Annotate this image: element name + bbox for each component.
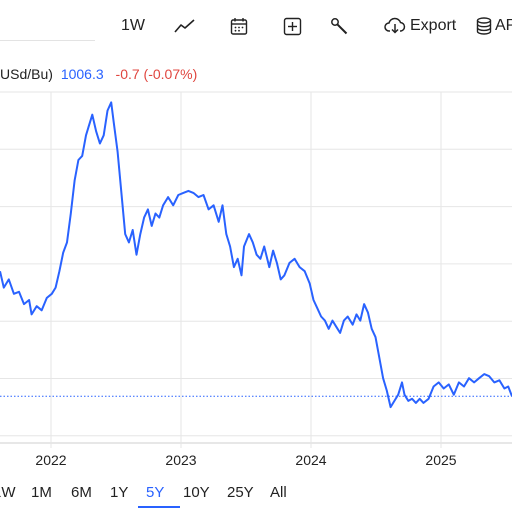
range-selector: 1W 1M 6M 1Y 5Y 10Y 25Y All xyxy=(0,476,512,512)
range-option-25y[interactable]: 25Y xyxy=(227,484,254,501)
range-option-1w[interactable]: 1W xyxy=(0,484,16,501)
series-line xyxy=(0,101,512,409)
interval-label: 1W xyxy=(121,17,145,34)
x-axis: 2022 2023 2024 2025 xyxy=(35,452,456,468)
quote-header: USd/Bu) 1006.3 -0.7 (-0.07%) xyxy=(0,66,197,82)
toolbar: 1W Export xyxy=(0,0,512,52)
export-button[interactable]: Export xyxy=(384,12,456,40)
settings-button[interactable] xyxy=(330,12,349,40)
chart-grid xyxy=(0,91,512,448)
quote-last-price: 1006.3 xyxy=(60,66,104,82)
x-tick-label: 2022 xyxy=(35,452,66,468)
quote-change: -0.7 (-0.07%) xyxy=(115,66,198,82)
quote-unit: USd/Bu) xyxy=(0,66,53,82)
active-range-indicator xyxy=(138,506,180,508)
api-button[interactable]: API xyxy=(476,12,512,40)
range-option-10y[interactable]: 10Y xyxy=(183,484,210,501)
add-indicator-button[interactable] xyxy=(283,12,302,40)
database-icon xyxy=(476,17,492,35)
range-option-6m[interactable]: 6M xyxy=(71,484,92,501)
interval-selector[interactable]: 1W xyxy=(121,12,145,40)
wrench-icon xyxy=(331,17,348,34)
line-chart-icon xyxy=(174,19,195,33)
api-label: API xyxy=(495,17,512,34)
x-tick-label: 2025 xyxy=(425,452,456,468)
range-option-5y[interactable]: 5Y xyxy=(146,484,165,501)
calendar-icon xyxy=(230,17,248,35)
range-option-1m[interactable]: 1M xyxy=(31,484,52,501)
x-tick-label: 2023 xyxy=(165,452,196,468)
date-range-button[interactable] xyxy=(230,12,248,40)
range-option-all[interactable]: All xyxy=(270,484,287,501)
x-tick-label: 2024 xyxy=(295,452,326,468)
range-option-1y[interactable]: 1Y xyxy=(110,484,129,501)
cloud-download-icon xyxy=(384,17,406,34)
add-box-icon xyxy=(283,17,302,35)
chart-type-button[interactable] xyxy=(174,12,196,40)
export-label: Export xyxy=(410,17,457,34)
toolbar-divider xyxy=(0,40,95,41)
